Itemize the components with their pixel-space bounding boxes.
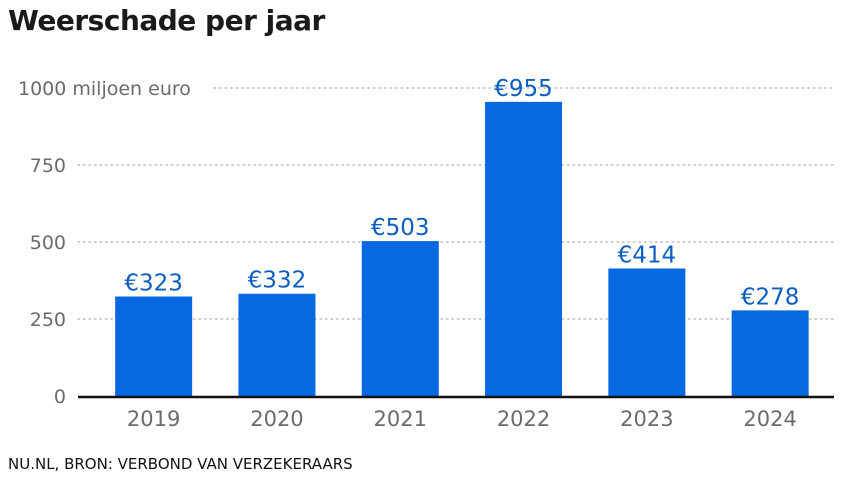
- y-tick-label: 500: [30, 232, 66, 254]
- data-labels: €323 €332 €503 €955 €414 €278: [124, 76, 799, 311]
- bar-2020: [238, 293, 316, 396]
- x-tick-label: 2020: [250, 407, 303, 431]
- data-label: €323: [124, 271, 183, 297]
- y-axis-ticks: 0 250 500 750 1000 miljoen euro: [18, 78, 191, 408]
- x-tick-label: 2024: [743, 407, 796, 431]
- y-tick-label: 1000 miljoen euro: [18, 78, 191, 100]
- data-label: €955: [494, 76, 553, 102]
- x-tick-label: 2022: [497, 407, 550, 431]
- y-tick-label: 750: [30, 155, 66, 177]
- x-tick-label: 2019: [127, 407, 180, 431]
- data-label: €414: [618, 242, 677, 268]
- source-note: NU.NL, BRON: VERBOND VAN VERZEKERAARS: [8, 455, 353, 473]
- gridlines: [77, 87, 835, 320]
- x-axis-ticks: 2019 2020 2021 2022 2023 2024: [127, 407, 797, 431]
- data-label: €278: [741, 284, 800, 310]
- data-label: €332: [248, 268, 307, 294]
- data-label: €503: [371, 215, 430, 241]
- bar-2021: [361, 241, 439, 396]
- bar-2023: [608, 268, 686, 396]
- x-tick-label: 2021: [374, 407, 427, 431]
- bar-2019: [115, 296, 193, 396]
- chart-title: Weerschade per jaar: [8, 4, 325, 37]
- bars: [115, 101, 809, 397]
- y-tick-label: 0: [54, 386, 66, 408]
- y-tick-label: 250: [30, 309, 66, 331]
- bar-2024: [731, 310, 809, 396]
- bar-2022: [485, 101, 563, 397]
- x-tick-label: 2023: [620, 407, 673, 431]
